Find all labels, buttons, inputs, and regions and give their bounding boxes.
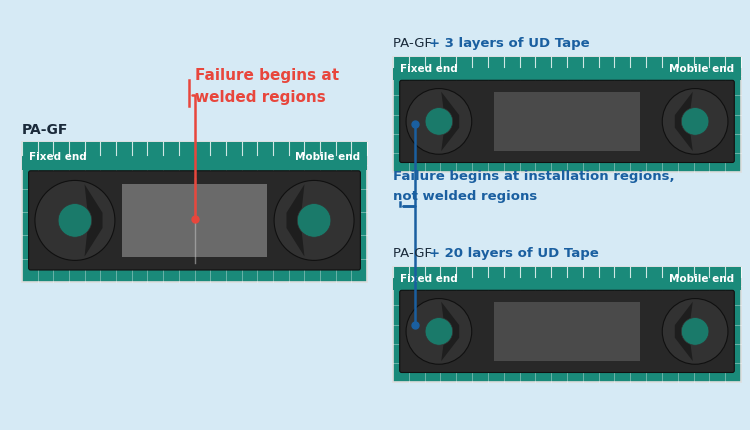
Text: Fixed end: Fixed end: [29, 152, 87, 162]
Text: + 20 layers of UD Tape: + 20 layers of UD Tape: [429, 246, 598, 259]
Circle shape: [58, 204, 92, 238]
Bar: [122, 185, 266, 257]
Circle shape: [681, 318, 709, 345]
Text: Mobile end: Mobile end: [669, 64, 734, 74]
Circle shape: [406, 299, 472, 364]
Circle shape: [406, 89, 472, 155]
Circle shape: [35, 181, 115, 261]
Polygon shape: [441, 92, 459, 152]
Bar: [22, 143, 367, 171]
Bar: [494, 302, 640, 361]
Text: not welded regions: not welded regions: [393, 190, 537, 203]
Polygon shape: [675, 92, 693, 152]
FancyBboxPatch shape: [28, 172, 360, 270]
Bar: [393, 58, 741, 172]
Text: Failure begins at installation regions,: Failure begins at installation regions,: [393, 169, 675, 183]
Text: PA-GF: PA-GF: [393, 37, 436, 50]
Text: Mobile end: Mobile end: [669, 274, 734, 284]
Circle shape: [274, 181, 354, 261]
Text: Failure begins at: Failure begins at: [195, 68, 339, 83]
Text: Mobile end: Mobile end: [295, 152, 360, 162]
Text: welded regions: welded regions: [195, 90, 326, 105]
Polygon shape: [85, 185, 103, 257]
Polygon shape: [286, 185, 304, 257]
FancyBboxPatch shape: [400, 81, 734, 163]
Bar: [393, 267, 741, 382]
Text: PA-GF: PA-GF: [393, 246, 436, 259]
Circle shape: [297, 204, 331, 238]
Circle shape: [425, 108, 453, 136]
Circle shape: [425, 318, 453, 345]
Polygon shape: [441, 302, 459, 361]
Bar: [22, 143, 367, 283]
Text: PA-GF: PA-GF: [22, 123, 68, 137]
Circle shape: [681, 108, 709, 136]
Circle shape: [662, 89, 728, 155]
Bar: [393, 58, 741, 81]
Bar: [393, 267, 741, 290]
Text: Fixed end: Fixed end: [400, 274, 458, 284]
Circle shape: [662, 299, 728, 364]
Polygon shape: [675, 302, 693, 361]
Text: + 3 layers of UD Tape: + 3 layers of UD Tape: [429, 37, 590, 50]
Text: Fixed end: Fixed end: [400, 64, 458, 74]
Bar: [494, 92, 640, 152]
FancyBboxPatch shape: [400, 291, 734, 373]
